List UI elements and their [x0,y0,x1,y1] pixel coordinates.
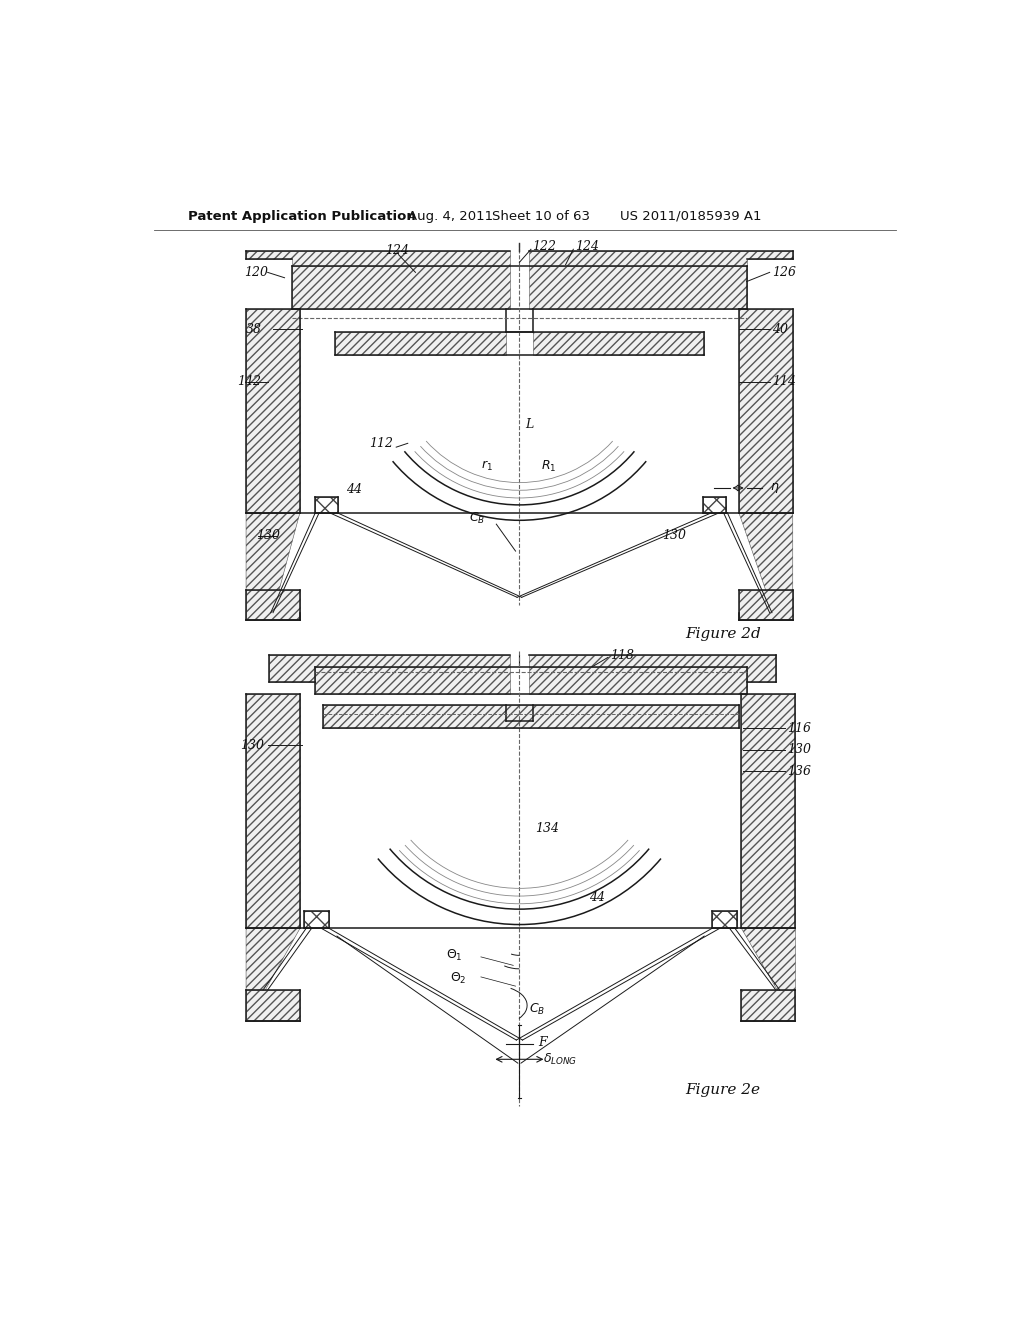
Polygon shape [246,693,300,928]
Polygon shape [315,498,339,512]
Text: 130: 130 [240,739,264,751]
Text: Patent Application Publication: Patent Application Publication [188,210,416,223]
Polygon shape [246,251,510,267]
Polygon shape [528,667,746,693]
Polygon shape [246,590,300,620]
Polygon shape [269,655,510,682]
Polygon shape [528,267,746,309]
Polygon shape [739,590,793,620]
Polygon shape [292,267,510,309]
Polygon shape [335,331,506,355]
Text: $R_1$: $R_1$ [541,459,556,474]
Text: 130: 130 [787,743,811,756]
Text: $C_B$: $C_B$ [469,511,485,527]
Text: 130: 130 [256,529,281,543]
Text: $\delta_{LONG}$: $\delta_{LONG}$ [543,1052,577,1067]
Text: 116: 116 [787,722,811,735]
Text: 118: 118 [610,648,634,661]
Polygon shape [702,498,726,512]
Polygon shape [741,693,795,928]
Text: 134: 134 [535,822,559,834]
Text: US 2011/0185939 A1: US 2011/0185939 A1 [620,210,761,223]
Polygon shape [528,655,776,682]
Text: 40: 40 [772,323,788,335]
Text: 120: 120 [245,265,268,279]
Text: 44: 44 [589,891,605,904]
Text: $C_B$: $C_B$ [528,1002,545,1016]
Text: 44: 44 [346,483,362,496]
Text: L: L [525,417,534,430]
Polygon shape [323,705,739,729]
Polygon shape [534,331,705,355]
Polygon shape [246,512,300,612]
Polygon shape [741,928,795,990]
Text: 122: 122 [532,240,556,253]
Polygon shape [739,512,793,612]
Text: F: F [539,1036,547,1049]
Text: $r_1$: $r_1$ [481,459,493,474]
Text: 136: 136 [787,764,811,777]
Text: $\Theta_1$: $\Theta_1$ [446,948,463,962]
Polygon shape [739,309,793,512]
Text: 126: 126 [772,265,796,279]
Text: Figure 2e: Figure 2e [685,1084,760,1097]
Polygon shape [528,251,793,267]
Polygon shape [246,309,300,512]
Text: 124: 124 [385,244,409,257]
Polygon shape [246,990,300,1020]
Text: 114: 114 [772,375,796,388]
Text: Figure 2d: Figure 2d [685,627,761,642]
Text: Sheet 10 of 63: Sheet 10 of 63 [493,210,591,223]
Text: 38: 38 [246,323,262,335]
Text: 142: 142 [237,375,261,388]
Polygon shape [304,911,330,928]
Text: 112: 112 [370,437,393,450]
Text: 124: 124 [574,240,599,253]
Text: $\eta$: $\eta$ [770,480,779,495]
Polygon shape [712,911,737,928]
Text: 130: 130 [662,529,686,543]
Polygon shape [741,990,795,1020]
Polygon shape [315,667,510,693]
Polygon shape [246,928,300,990]
Text: $\Theta_2$: $\Theta_2$ [451,972,467,986]
Text: Aug. 4, 2011: Aug. 4, 2011 [408,210,493,223]
